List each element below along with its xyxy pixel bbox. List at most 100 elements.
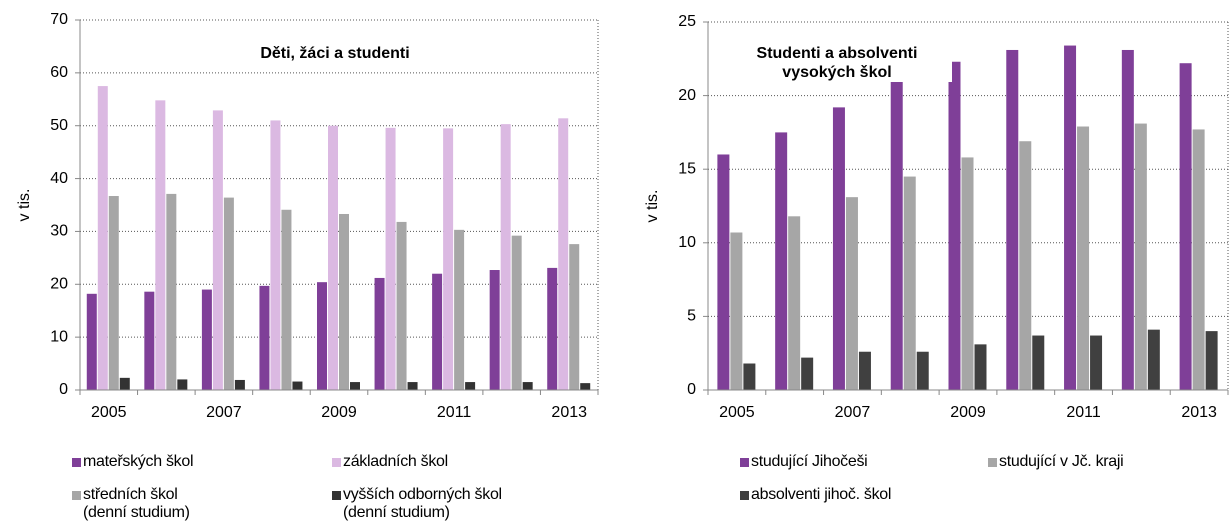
bar	[292, 381, 303, 390]
bar	[858, 351, 871, 390]
bar	[119, 377, 130, 390]
y-tick-label: 60	[50, 64, 68, 81]
bar	[234, 379, 245, 390]
bar	[903, 176, 916, 390]
bar	[1090, 335, 1103, 390]
bar	[454, 229, 465, 390]
y-tick-label: 30	[50, 223, 68, 240]
bar	[1032, 335, 1045, 390]
x-tick-label: 2013	[551, 404, 587, 421]
bar	[1121, 49, 1134, 391]
bar	[948, 61, 961, 391]
bar	[1179, 63, 1192, 390]
x-tick-label: 2007	[206, 404, 242, 421]
legend-label: mateřských škol	[83, 453, 194, 470]
y-tick-label: 40	[50, 170, 68, 187]
bar	[155, 100, 166, 390]
bar	[890, 80, 903, 390]
bar	[223, 197, 234, 390]
legend-label: základních škol	[343, 453, 448, 470]
bar	[144, 291, 155, 390]
legend-label: středních škol (denní studium)	[83, 486, 190, 521]
bar	[177, 379, 188, 390]
bar	[1064, 45, 1077, 390]
bar	[108, 196, 119, 390]
bar	[396, 221, 407, 390]
x-tick-label: 2009	[321, 404, 357, 421]
bar	[730, 232, 743, 390]
bar	[212, 110, 223, 390]
bar	[717, 154, 730, 390]
bar	[1147, 329, 1160, 390]
bar	[407, 382, 418, 390]
bar	[270, 120, 281, 390]
bar	[281, 209, 292, 390]
bar	[974, 344, 987, 390]
bar	[500, 124, 511, 390]
legend-label: vyšších odborných škol (denní studium)	[343, 486, 502, 521]
legend-item: studující Jihočeši	[740, 453, 868, 471]
legend-item: základních škol	[332, 453, 448, 471]
legend-label: studující Jihočeši	[751, 453, 868, 470]
y-axis-label: v tis.	[644, 190, 661, 223]
bar	[166, 193, 177, 390]
legend-swatch	[740, 458, 749, 467]
bar	[743, 363, 756, 390]
legend-item: absolventi jihoč. škol	[740, 486, 891, 504]
y-axis-label: v tis.	[16, 189, 33, 222]
bar	[443, 128, 454, 390]
y-tick-label: 20	[678, 87, 696, 104]
bar	[317, 282, 327, 390]
bar	[374, 277, 385, 390]
bar	[511, 235, 522, 390]
x-tick-label: 2011	[437, 404, 472, 421]
legend-swatch	[988, 458, 997, 467]
chart-title: Děti, žáci a studenti	[210, 44, 460, 63]
y-tick-label: 20	[50, 276, 68, 293]
legend-swatch	[332, 491, 341, 500]
bar	[1006, 49, 1019, 391]
y-tick-label: 50	[50, 117, 68, 134]
bar	[558, 118, 569, 391]
y-tick-label: 5	[687, 308, 696, 325]
bar	[489, 270, 500, 390]
legend-swatch	[740, 491, 749, 500]
bar	[845, 197, 858, 390]
bar	[832, 107, 845, 390]
y-tick-label: 15	[678, 160, 696, 177]
legend-label: studující v Jč. kraji	[999, 453, 1124, 470]
bar	[328, 125, 338, 390]
legend-item: mateřských škol	[72, 453, 194, 471]
bar	[522, 382, 533, 390]
bar	[801, 357, 814, 390]
legend-swatch	[72, 458, 81, 467]
bar	[432, 273, 443, 390]
legend-label: absolventi jihoč. škol	[751, 486, 892, 503]
legend-item: studující v Jč. kraji	[988, 453, 1124, 471]
x-tick-label: 2007	[835, 404, 871, 421]
chart-title: Studenti a absolventi vysokých škol	[722, 44, 952, 82]
y-tick-label: 10	[50, 328, 68, 345]
bar	[1134, 123, 1147, 391]
bar	[1192, 129, 1205, 390]
x-tick-label: 2005	[719, 404, 755, 421]
bar	[259, 285, 270, 390]
bar	[86, 293, 97, 390]
bar	[1077, 126, 1090, 391]
bar	[465, 382, 476, 390]
x-tick-label: 2013	[1181, 404, 1217, 421]
bar	[201, 289, 212, 390]
y-tick-label: 10	[678, 234, 696, 251]
x-tick-label: 2011	[1066, 404, 1101, 421]
bar	[1205, 331, 1218, 390]
y-tick-label: 0	[687, 381, 696, 398]
bar	[916, 351, 929, 390]
bar	[569, 244, 580, 390]
bar	[788, 216, 801, 390]
bar	[350, 382, 360, 390]
bar	[547, 267, 558, 390]
y-tick-label: 70	[50, 11, 68, 28]
bar	[961, 157, 974, 390]
